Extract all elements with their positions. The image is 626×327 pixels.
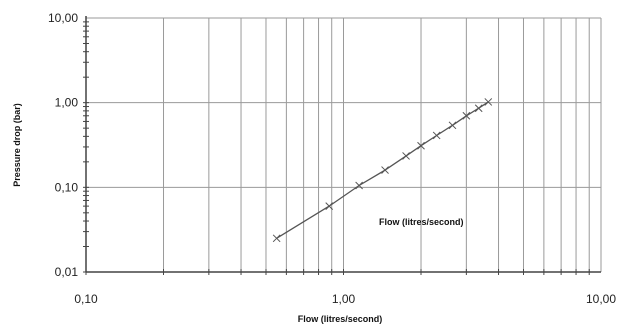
data-point: [381, 166, 389, 174]
data-point: [355, 181, 363, 190]
data-point: [474, 104, 483, 113]
y-tick-label: 10,00: [48, 11, 78, 25]
x-tick-label: 0,10: [74, 292, 98, 306]
data-point: [325, 202, 334, 210]
data-point: [484, 98, 493, 106]
x-tick-label: 1,00: [332, 292, 356, 306]
data-point: [462, 111, 471, 120]
y-axis-label: Pressure drop (bar): [12, 103, 22, 187]
data-point: [448, 121, 457, 130]
chart-annotation: Flow (litres/second): [379, 217, 464, 227]
data-point: [402, 152, 410, 160]
grid-lines: [85, 17, 602, 273]
y-tick-label: 0,10: [55, 180, 79, 194]
y-tick-label: 0,01: [55, 265, 79, 279]
data-point: [417, 141, 425, 150]
axes: [83, 16, 601, 275]
y-tick-label: 1,00: [55, 96, 79, 110]
x-axis-label: Flow (litres/second): [298, 314, 383, 324]
data-series: [272, 98, 493, 243]
tick-labels: 0,01 0,10 1,00 10,00 0,10 1,00 10,00: [48, 11, 616, 306]
data-point: [432, 131, 441, 140]
x-tick-label: 10,00: [586, 292, 616, 306]
data-point: [272, 234, 281, 243]
